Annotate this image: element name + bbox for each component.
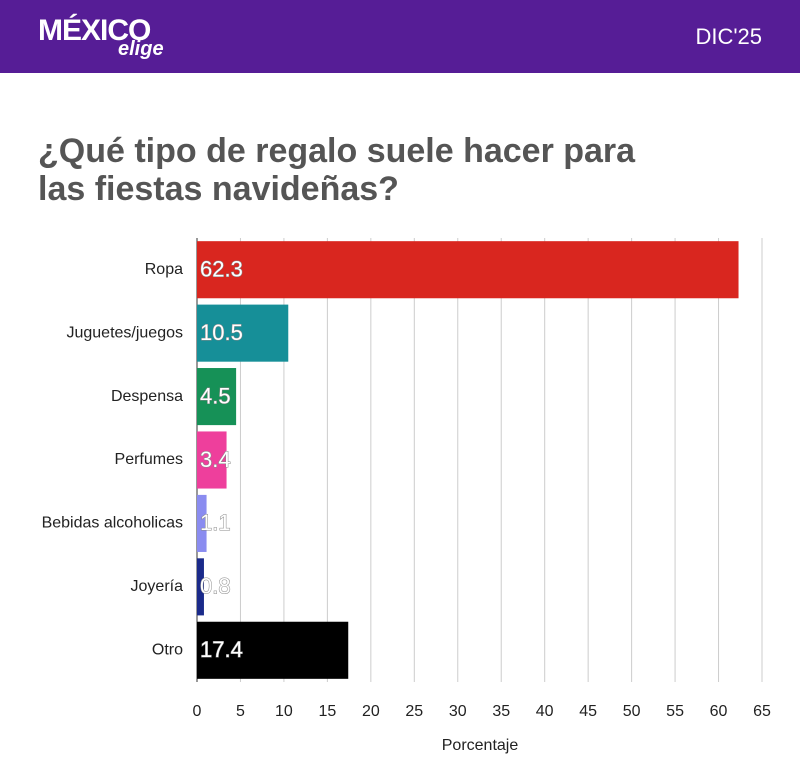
x-tick-label: 20 [362, 703, 380, 720]
chart-title: ¿Qué tipo de regalo suele hacer para las… [38, 132, 636, 208]
x-tick-label: 45 [579, 703, 597, 720]
bar [197, 558, 204, 616]
x-tick-label: 0 [193, 703, 202, 720]
x-tick-label: 5 [236, 703, 245, 720]
x-tick-label: 55 [666, 703, 684, 720]
x-tick-label: 65 [753, 703, 771, 720]
y-tick-label: Juguetes/juegos [66, 324, 183, 341]
x-tick-label: 60 [710, 703, 728, 720]
logo-sub: elige [118, 38, 164, 60]
date: DIC'25 [695, 24, 762, 49]
x-tick-label: 50 [623, 703, 641, 720]
value-label: 17.4 [200, 637, 243, 662]
value-label: 0.8 [200, 574, 231, 599]
value-label: 1.1 [200, 510, 231, 535]
x-tick-label: 15 [318, 703, 336, 720]
y-tick-label: Perfumes [115, 451, 183, 468]
bar [197, 304, 289, 362]
y-tick-label: Despensa [111, 388, 183, 405]
value-label: 62.3 [200, 257, 243, 282]
value-label: 4.5 [200, 383, 231, 408]
y-tick-label: Otro [152, 642, 183, 659]
x-tick-label: 40 [536, 703, 554, 720]
x-tick-label: 30 [449, 703, 467, 720]
bar [197, 494, 207, 552]
x-tick-label: 10 [275, 703, 293, 720]
value-label: 3.4 [200, 447, 231, 472]
header: MÉXICO elige DIC'25 [0, 0, 800, 73]
value-label: 10.5 [200, 320, 243, 345]
bar [197, 621, 349, 679]
y-tick-label: Bebidas alcoholicas [42, 515, 183, 532]
bar [197, 431, 227, 489]
x-axis-label: Porcentaje [442, 737, 519, 754]
x-tick-label: 25 [405, 703, 423, 720]
x-tick-label: 35 [492, 703, 510, 720]
logo: MÉXICO [38, 14, 151, 47]
y-tick-label: Joyería [131, 578, 184, 595]
bar [197, 368, 237, 426]
bar [197, 241, 739, 299]
y-tick-label: Ropa [145, 261, 183, 278]
